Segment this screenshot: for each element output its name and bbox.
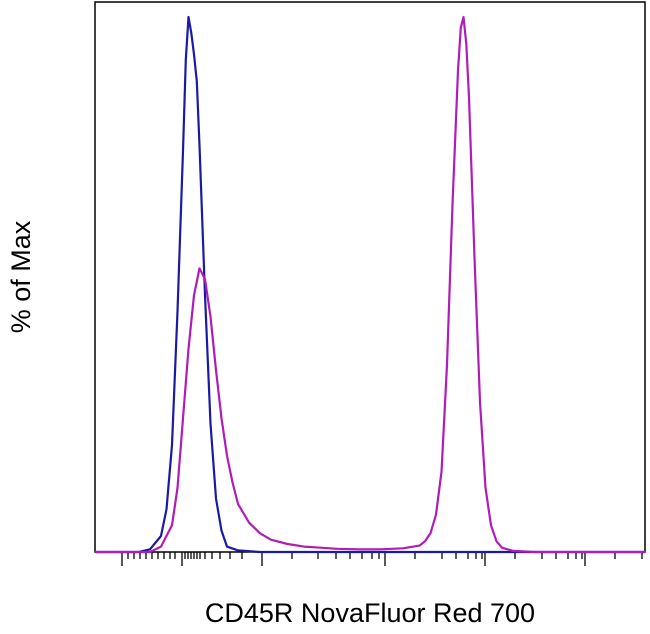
series-line-1 <box>95 15 645 554</box>
plot-frame <box>94 1 646 553</box>
series-line-2 <box>95 15 645 554</box>
series-layer <box>95 15 645 554</box>
x-axis-label: CD45R NovaFluor Red 700 <box>205 598 535 628</box>
y-axis-label: % of Max <box>6 220 36 333</box>
x-axis-ticks <box>121 552 643 566</box>
